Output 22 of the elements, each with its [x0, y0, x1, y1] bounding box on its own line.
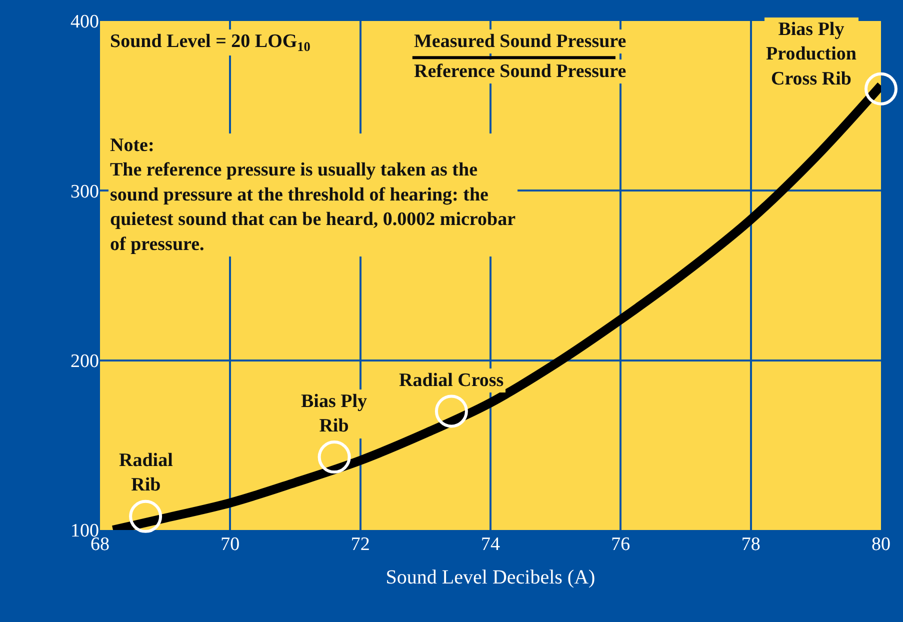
point — [864, 72, 898, 106]
x-axis-title: Sound Level Decibels (A) — [386, 566, 596, 588]
annotation: Radial Rib — [119, 450, 173, 496]
y-tick-label: 300 — [70, 181, 99, 202]
y-tick-label: 200 — [70, 350, 99, 372]
x-tick-label: 80 — [872, 534, 890, 555]
annotation: Bias Ply Production Cross Rib — [766, 19, 857, 90]
y-tick-label: 400 — [70, 12, 99, 33]
x-tick-label: 72 — [350, 534, 370, 555]
annotation: Note: The reference pressure is usually taken as the sound pressure at the threshold of hearing: the quietest sound that can be heard, 0.0002 microbar of pressure. — [110, 135, 516, 255]
annotation: Reference Sound Pressure — [414, 61, 626, 82]
annotation: Measured Sound Pressure — [414, 31, 626, 52]
x-tick-label: 70 — [220, 534, 240, 555]
x-tick-label: 76 — [611, 534, 630, 555]
x-tick-label: 74 — [481, 534, 500, 555]
annotation: Bias Ply Rib — [301, 391, 368, 437]
annotation: Sound Level = 20 LOG$_{10}$ — [110, 31, 311, 54]
annotation: Radial Cross — [399, 370, 504, 391]
point — [129, 500, 162, 533]
point — [318, 440, 351, 474]
x-tick-label: 78 — [741, 534, 760, 555]
point — [434, 394, 468, 428]
